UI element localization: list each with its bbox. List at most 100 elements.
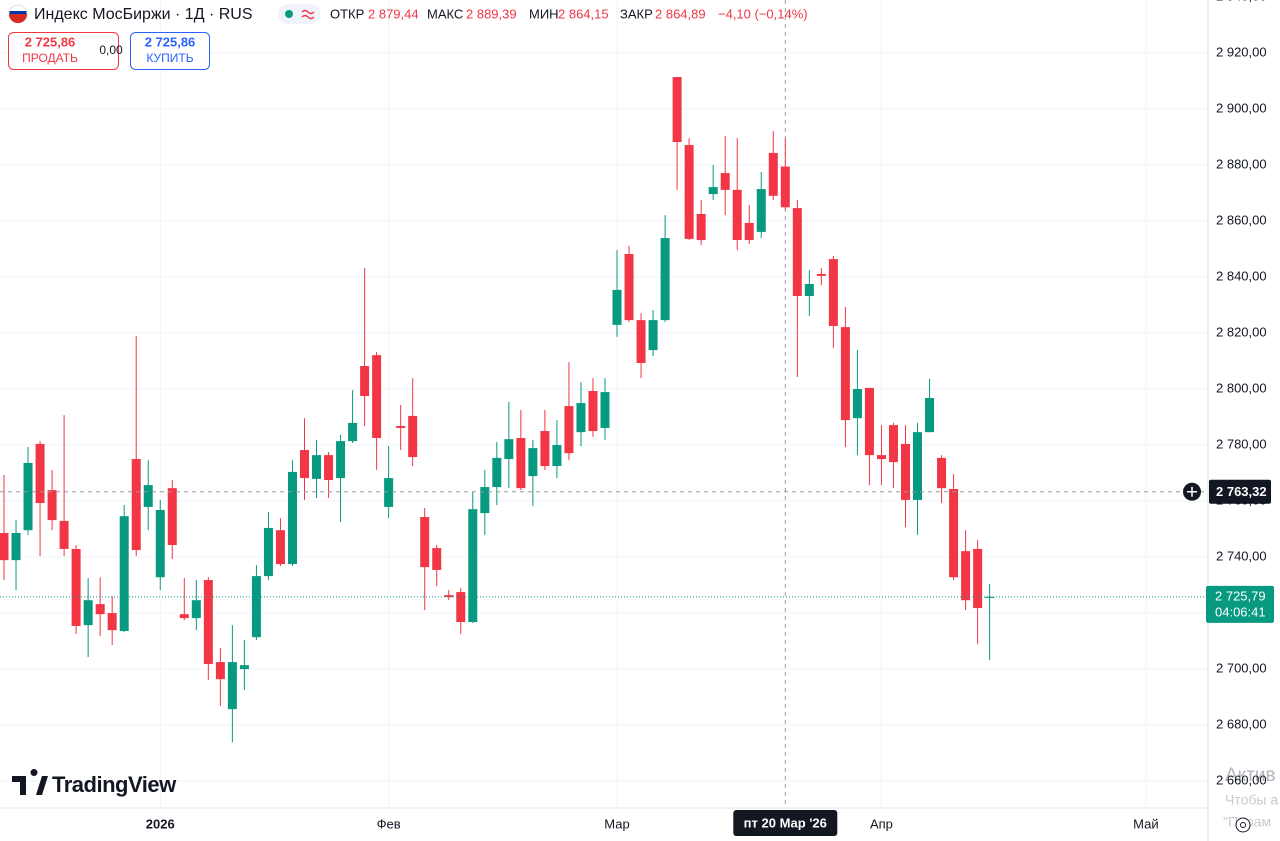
x-tick-label: Фев (377, 816, 401, 831)
candle-body (324, 455, 334, 481)
candle-body (191, 600, 201, 619)
candle-body (179, 614, 189, 619)
candle-body (348, 422, 358, 442)
candle-body (23, 462, 33, 531)
countdown-label: 04:06:41 (1215, 604, 1266, 619)
candle-body (480, 487, 490, 514)
y-tick-label: 2 860,00 (1216, 212, 1267, 227)
candle-body (492, 457, 502, 488)
trade-panel: 2 725,86 ПРОДАТЬ 0,00 2 725,86 КУПИТЬ (8, 32, 210, 70)
open-label: ОТКР (330, 6, 364, 21)
logo-text: TradingView (52, 772, 177, 797)
y-tick-label: 2 940,00 (1216, 0, 1267, 3)
candle-body (720, 173, 730, 190)
status-pill[interactable] (278, 4, 320, 24)
candle-body (143, 485, 153, 507)
spread: 0,00 (99, 43, 123, 57)
candle-body (107, 613, 117, 631)
candle-body (684, 145, 694, 239)
candle-body (552, 445, 562, 467)
y-tick-label: 2 780,00 (1216, 436, 1267, 451)
candle-body (300, 450, 309, 479)
x-tick-label: 2026 (146, 816, 175, 831)
header: Индекс МосБиржи · 1Д · RUS ОТКР 2 879,44… (8, 4, 808, 24)
y-tick-label: 2 740,00 (1216, 548, 1267, 563)
candle-body (444, 595, 454, 598)
candle-body (925, 397, 935, 433)
market-status-dot (285, 10, 293, 18)
candle-body (251, 576, 261, 638)
plot (0, 0, 1208, 808)
candle-body (59, 520, 69, 549)
crosshair-date-box (733, 810, 838, 836)
last-price-label: 2 725,79 (1215, 588, 1266, 603)
candle-body (696, 213, 706, 241)
x-tick-label: Апр (870, 816, 893, 831)
add-alert-icon (1187, 486, 1197, 497)
settings-icon[interactable] (1235, 817, 1251, 833)
buy-label: КУПИТЬ (146, 51, 193, 65)
candle-body (901, 443, 910, 500)
candle-body (564, 406, 574, 454)
candle-body (949, 489, 959, 578)
candle-body (756, 189, 766, 232)
candle-body (131, 459, 141, 551)
watermark-line: Чтобы а (1225, 792, 1278, 808)
y-tick-label: 2 680,00 (1216, 717, 1267, 732)
candle-body (360, 366, 370, 397)
sell-button[interactable] (8, 32, 119, 70)
candle-body (119, 516, 129, 631)
candle-body (528, 448, 538, 477)
logo: TradingView (12, 769, 178, 797)
candle-body (576, 403, 586, 433)
candle-body (961, 551, 971, 601)
crosshair-price-box (1209, 479, 1271, 504)
candle-body (0, 532, 9, 561)
candle-body (336, 441, 346, 479)
candle-body (864, 387, 874, 456)
crosshair-date-label: пт 20 Мар '26 (744, 815, 827, 830)
candle-body (504, 439, 514, 460)
y-tick-label: 2 900,00 (1216, 100, 1267, 115)
candle-body (468, 509, 478, 623)
candle-body (167, 488, 177, 546)
y-tick-label: 2 840,00 (1216, 268, 1267, 283)
y-tick-label: 2 700,00 (1216, 661, 1267, 676)
candle-body (203, 580, 213, 665)
y-tick-label: 2 800,00 (1216, 380, 1267, 395)
sell-label: ПРОДАТЬ (22, 51, 78, 65)
candle-body (840, 327, 850, 421)
candle-body (155, 510, 165, 578)
candle-body (540, 431, 550, 467)
candle-body (396, 425, 406, 428)
delay-icon (301, 9, 315, 20)
candle-body (588, 390, 598, 432)
candle-body (804, 283, 814, 297)
candle-body (239, 665, 249, 670)
candle-body (408, 415, 418, 458)
candle-body (71, 548, 81, 626)
candle-body (792, 208, 802, 297)
candle-body (95, 604, 105, 615)
buy-button[interactable] (130, 32, 210, 70)
candle-body (420, 517, 430, 568)
candle-body (227, 662, 237, 710)
candle-body (985, 596, 995, 598)
y-tick-label: 2 660,00 (1216, 773, 1267, 788)
candle-body (11, 532, 21, 561)
candle-body (937, 457, 947, 489)
candle-body (648, 320, 658, 351)
high-value: 2 889,39 (466, 6, 517, 21)
candle-body (456, 592, 466, 623)
candle-body (35, 443, 45, 504)
candle-body (732, 189, 742, 241)
candle-body (973, 548, 983, 609)
candle-body (612, 289, 622, 325)
sell-price: 2 725,86 (25, 34, 76, 49)
watermark-line: Актив (1225, 765, 1276, 786)
close-label: ЗАКР (620, 6, 653, 21)
candle-body (888, 425, 898, 463)
candle-body (372, 355, 382, 439)
candle-body (780, 166, 790, 208)
